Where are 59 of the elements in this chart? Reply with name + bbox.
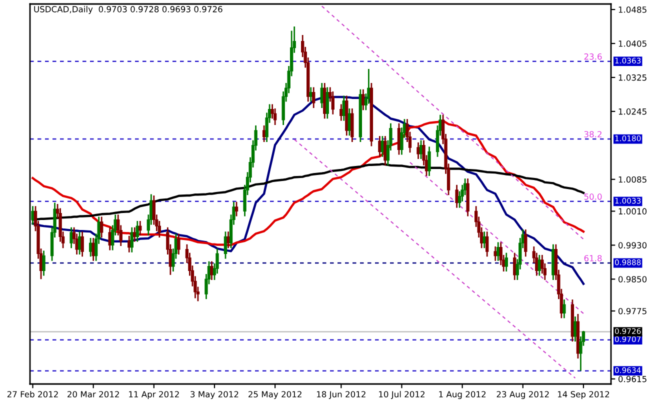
y-tick-label: 1.0325 — [618, 74, 646, 81]
annotation: 50.0 — [584, 194, 602, 200]
candlestick — [496, 241, 500, 262]
x-tick-label: 23 Aug 2012 — [496, 391, 549, 400]
candlestick — [331, 90, 334, 116]
candlestick — [80, 230, 84, 258]
chart-title: USDCAD,Daily 0.9703 0.9728 0.9693 0.9726 — [34, 6, 222, 14]
candlestick — [486, 230, 489, 258]
y-tick-label: 1.0245 — [618, 108, 646, 115]
candlestick — [312, 86, 316, 109]
x-tick-label: 3 May 2012 — [190, 391, 238, 400]
annotation: 38.2 — [584, 131, 602, 138]
x-tick-label: 25 May 2012 — [248, 391, 302, 400]
candlestick — [326, 86, 329, 120]
y-tick-label: 1.0485 — [618, 6, 646, 13]
candlestick — [42, 250, 46, 276]
candlestick — [70, 226, 73, 249]
candlestick — [226, 230, 230, 249]
candlestick — [138, 220, 142, 236]
candlestick — [378, 135, 382, 158]
candlestick — [128, 235, 131, 254]
candlestick — [273, 108, 277, 126]
candlestick — [31, 205, 34, 226]
candlestick — [133, 226, 136, 242]
candlestick — [504, 252, 508, 272]
x-tick-label: 10 Jul 2012 — [379, 390, 424, 399]
candlestick — [350, 108, 354, 143]
y-tick-label: 0.9775 — [618, 308, 646, 314]
candlestick — [362, 88, 365, 111]
candlestick — [136, 220, 139, 242]
y-tick-label: 0.9850 — [618, 276, 647, 282]
candlestick — [92, 237, 95, 262]
y-tick-label: 1.0085 — [618, 176, 646, 183]
x-tick-label: 20 Mar 2012 — [68, 391, 119, 398]
candlestick — [428, 146, 431, 177]
candlestick — [100, 216, 104, 238]
candlestick — [340, 104, 343, 122]
candlestick — [455, 184, 458, 208]
candlestick — [384, 135, 387, 166]
x-tick-label: 1 Aug 2012 — [439, 391, 486, 400]
x-tick-label: 11 Apr 2012 — [129, 391, 179, 400]
y-tick-label: 1.0405 — [618, 40, 646, 47]
candlestick — [177, 233, 180, 256]
candlestick — [416, 142, 420, 160]
x-tick-label: 14 Sep 2012 — [558, 391, 610, 400]
y-tick-label: 0.9615 — [618, 376, 646, 382]
candlestick — [574, 316, 577, 342]
x-tick-label: 18 Jun 2012 — [317, 391, 366, 399]
candlestick — [524, 228, 528, 258]
candlestick — [130, 226, 134, 254]
annotation: 61.8 — [584, 255, 602, 262]
candlestick — [210, 260, 214, 281]
annotation: 23.6 — [584, 53, 602, 60]
y-tick-label: 0.9930 — [618, 242, 647, 248]
y-tick-label: 1.0010 — [618, 208, 647, 214]
candlestick — [234, 201, 238, 217]
candlestick — [513, 252, 516, 281]
x-tick-label: 27 Feb 2012 — [7, 390, 58, 398]
candlestick — [562, 298, 566, 319]
